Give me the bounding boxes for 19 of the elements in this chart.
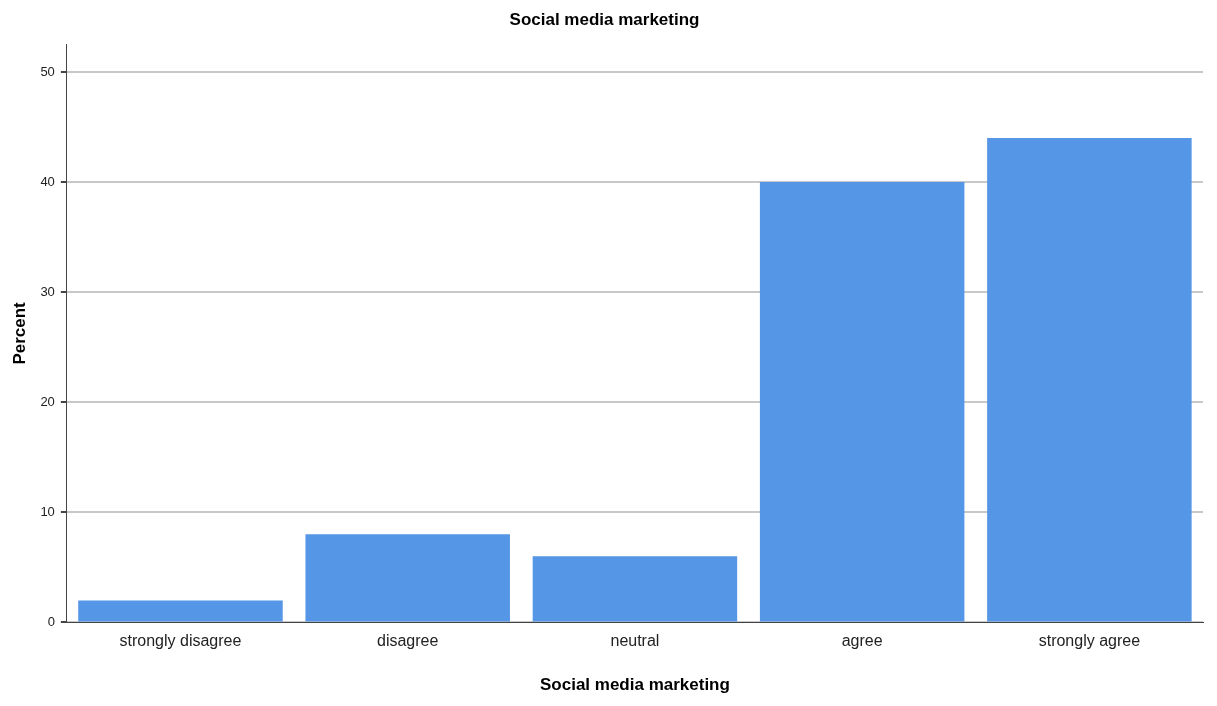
x-tick-label: strongly agree [1038, 632, 1141, 650]
bar [759, 182, 965, 622]
y-tick-label: 0 [47, 613, 55, 629]
x-axis-title: Social media marketing [539, 675, 730, 695]
y-tick-label: 50 [40, 63, 55, 79]
chart-title: Social media marketing [509, 9, 700, 29]
x-tick-label: agree [841, 632, 883, 650]
x-tick-label: neutral [610, 632, 660, 650]
bar [987, 137, 1192, 622]
x-tick-label: strongly disagree [119, 632, 242, 650]
y-tick-label: 30 [40, 283, 55, 299]
y-axis-title: Percent [9, 301, 29, 365]
bar [305, 534, 510, 622]
y-tick-label: 40 [40, 173, 55, 189]
bar [78, 600, 283, 622]
y-tick-label: 20 [40, 393, 55, 409]
bar [532, 556, 738, 622]
y-tick-label: 10 [40, 503, 55, 519]
x-tick-label: disagree [377, 632, 439, 650]
